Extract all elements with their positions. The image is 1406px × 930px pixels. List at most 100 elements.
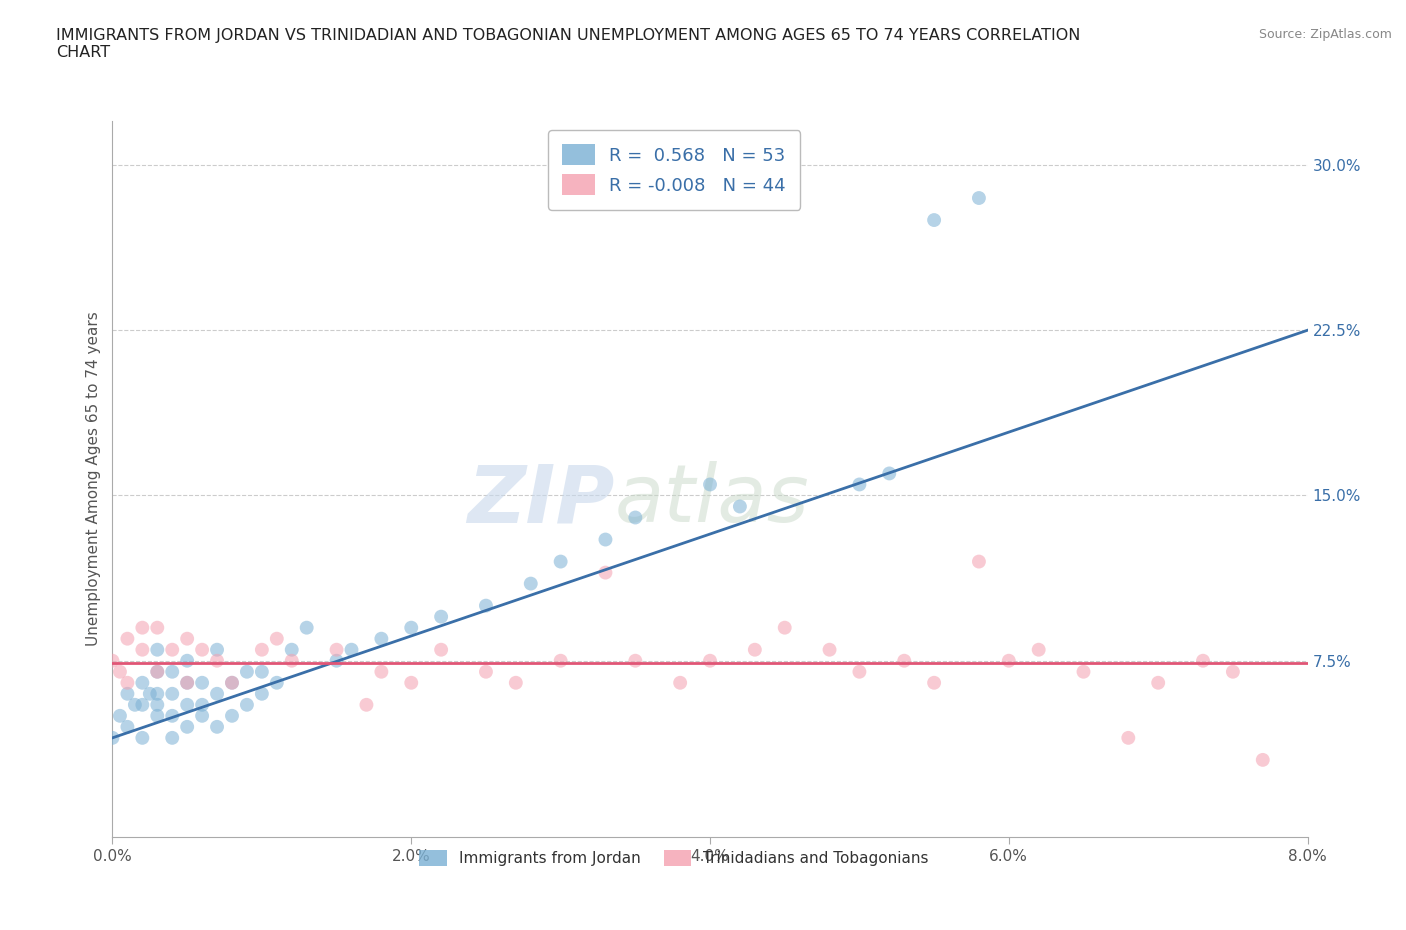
Point: [325, 653, 347, 668]
Point: [146, 664, 169, 679]
Point: [176, 698, 198, 712]
Point: [1192, 653, 1215, 668]
Point: [205, 653, 228, 668]
Point: [131, 620, 153, 635]
Point: [101, 653, 124, 668]
Point: [922, 213, 945, 228]
Point: [162, 686, 183, 701]
Point: [162, 664, 183, 679]
Point: [1147, 675, 1170, 690]
Point: [340, 643, 363, 658]
Point: [250, 643, 273, 658]
Point: [250, 664, 273, 679]
Point: [848, 664, 870, 679]
Point: [108, 664, 131, 679]
Point: [922, 675, 945, 690]
Point: [370, 664, 392, 679]
Point: [146, 686, 169, 701]
Point: [848, 477, 870, 492]
Point: [146, 620, 169, 635]
Point: [998, 653, 1021, 668]
Point: [699, 653, 721, 668]
Point: [191, 643, 214, 658]
Point: [162, 709, 183, 724]
Text: ZIP: ZIP: [467, 461, 614, 539]
Point: [893, 653, 915, 668]
Point: [108, 709, 131, 724]
Point: [250, 686, 273, 701]
Point: [176, 675, 198, 690]
Point: [176, 653, 198, 668]
Point: [818, 643, 841, 658]
Point: [146, 643, 169, 658]
Point: [117, 686, 139, 701]
Point: [101, 730, 124, 745]
Point: [191, 709, 214, 724]
Point: [624, 653, 647, 668]
Point: [205, 643, 228, 658]
Point: [139, 686, 162, 701]
Point: [124, 698, 146, 712]
Point: [266, 675, 288, 690]
Point: [131, 675, 153, 690]
Point: [325, 643, 347, 658]
Point: [117, 631, 139, 646]
Point: [221, 675, 243, 690]
Point: [176, 675, 198, 690]
Point: [967, 554, 990, 569]
Point: [773, 620, 796, 635]
Point: [520, 577, 543, 591]
Point: [205, 720, 228, 735]
Point: [236, 664, 259, 679]
Point: [117, 675, 139, 690]
Point: [401, 675, 423, 690]
Point: [281, 643, 304, 658]
Point: [595, 532, 617, 547]
Point: [221, 709, 243, 724]
Point: [205, 686, 228, 701]
Y-axis label: Unemployment Among Ages 65 to 74 years: Unemployment Among Ages 65 to 74 years: [86, 312, 101, 646]
Point: [595, 565, 617, 580]
Point: [356, 698, 378, 712]
Point: [117, 720, 139, 735]
Point: [266, 631, 288, 646]
Point: [131, 698, 153, 712]
Point: [281, 653, 304, 668]
Point: [401, 620, 423, 635]
Point: [295, 620, 318, 635]
Point: [131, 730, 153, 745]
Point: [131, 643, 153, 658]
Point: [550, 554, 572, 569]
Point: [146, 698, 169, 712]
Point: [236, 698, 259, 712]
Point: [699, 477, 721, 492]
Point: [176, 720, 198, 735]
Text: atlas: atlas: [614, 461, 810, 539]
Point: [967, 191, 990, 206]
Point: [146, 664, 169, 679]
Point: [877, 466, 901, 481]
Text: Source: ZipAtlas.com: Source: ZipAtlas.com: [1258, 28, 1392, 41]
Point: [728, 499, 751, 514]
Point: [475, 598, 498, 613]
Point: [146, 709, 169, 724]
Point: [669, 675, 692, 690]
Point: [1073, 664, 1095, 679]
Legend: Immigrants from Jordan, Trinidadians and Tobagonians: Immigrants from Jordan, Trinidadians and…: [413, 844, 935, 872]
Text: IMMIGRANTS FROM JORDAN VS TRINIDADIAN AND TOBAGONIAN UNEMPLOYMENT AMONG AGES 65 : IMMIGRANTS FROM JORDAN VS TRINIDADIAN AN…: [56, 28, 1081, 60]
Point: [1251, 752, 1274, 767]
Point: [370, 631, 392, 646]
Point: [191, 675, 214, 690]
Point: [550, 653, 572, 668]
Point: [162, 643, 183, 658]
Point: [1028, 643, 1050, 658]
Point: [1222, 664, 1244, 679]
Point: [744, 643, 766, 658]
Point: [191, 698, 214, 712]
Point: [176, 631, 198, 646]
Point: [430, 643, 453, 658]
Point: [162, 730, 183, 745]
Point: [505, 675, 527, 690]
Point: [221, 675, 243, 690]
Point: [1118, 730, 1140, 745]
